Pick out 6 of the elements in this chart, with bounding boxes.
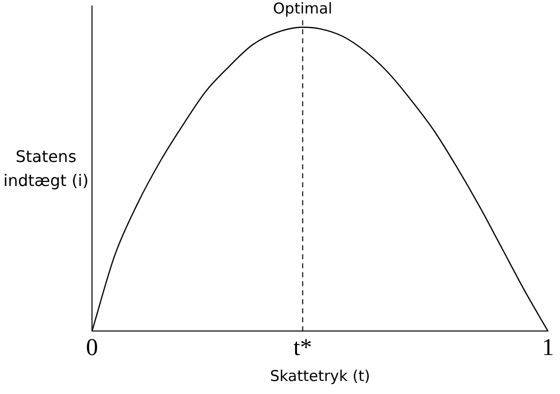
y-axis-title: Statens indtægt (i) bbox=[2, 146, 90, 192]
x-tick-label: 1 bbox=[542, 334, 554, 361]
x-axis-title: Skattetryk (t) bbox=[270, 366, 370, 385]
x-tick-label: t* bbox=[293, 334, 312, 361]
ref-line-label: Optimal bbox=[272, 0, 332, 18]
x-tick-label: 0 bbox=[86, 334, 98, 361]
